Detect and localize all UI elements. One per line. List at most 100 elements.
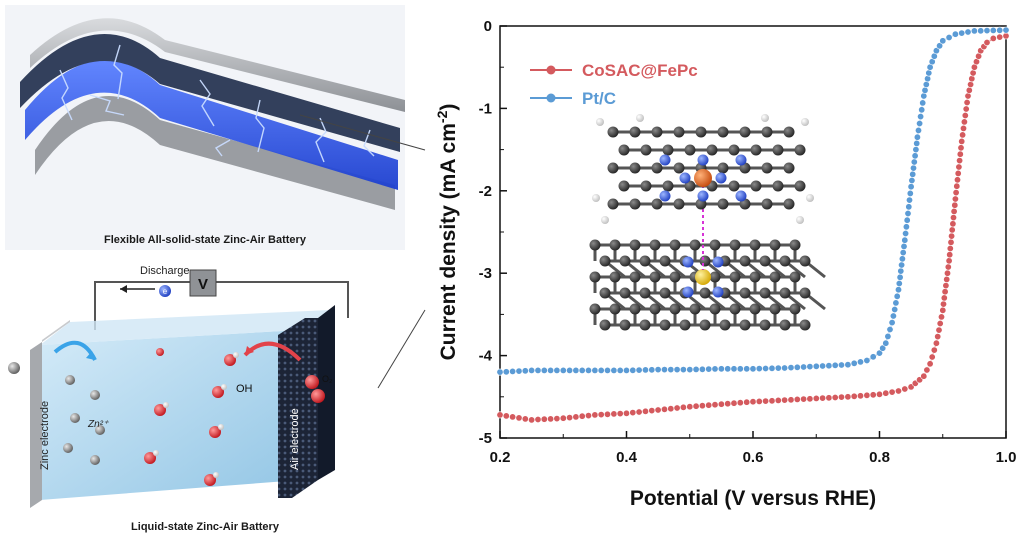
fepc-nitrogen-atom <box>659 190 671 202</box>
data-point-cosac <box>629 409 637 417</box>
data-point-ptc <box>896 273 904 281</box>
electrolyte-tank <box>40 330 300 500</box>
cosac-fepc-molecule <box>589 114 826 331</box>
o2-label: O₂ <box>322 374 333 384</box>
y-tick-label: 0 <box>484 18 492 35</box>
fepc-carbon-atom <box>651 162 663 174</box>
graphene-atom <box>669 271 681 283</box>
graphene-atom <box>779 287 791 299</box>
data-point-ptc <box>898 261 906 269</box>
fepc-carbon-atom <box>662 144 674 156</box>
data-point-ptc <box>908 177 916 185</box>
data-point-cosac <box>949 214 957 222</box>
data-point-cosac <box>946 251 954 259</box>
fepc-nitrogen-atom <box>735 190 747 202</box>
graphene-atom <box>739 255 751 267</box>
graphene-atom <box>589 239 601 251</box>
data-point-cosac <box>692 402 700 410</box>
data-point-ptc <box>884 332 892 340</box>
graphene-atom <box>799 319 811 331</box>
data-point-cosac <box>926 360 934 368</box>
y-tick-label: -3 <box>479 265 492 282</box>
graphene-atom <box>739 287 751 299</box>
legend-marker-ptc <box>546 93 556 103</box>
fepc-carbon-atom <box>728 180 740 192</box>
graphene-atom <box>729 271 741 283</box>
data-point-ptc <box>812 362 820 370</box>
graphene-atom <box>599 255 611 267</box>
data-point-ptc <box>879 344 887 352</box>
fepc-carbon-atom <box>618 180 630 192</box>
legend: CoSAC@FePc Pt/C <box>530 61 698 108</box>
data-point-ptc <box>705 365 713 373</box>
data-point-cosac <box>946 245 954 253</box>
data-point-ptc <box>679 366 687 374</box>
cobalt-atom <box>695 269 711 285</box>
data-point-cosac <box>953 176 961 184</box>
flexible-battery-illustration: Flexible All-solid-state Zinc-Air Batter… <box>5 5 405 250</box>
data-point-cosac <box>930 346 938 354</box>
data-point-cosac <box>648 407 656 415</box>
data-point-ptc <box>903 216 911 224</box>
data-point-cosac <box>730 399 738 407</box>
data-point-cosac <box>956 157 964 165</box>
data-point-ptc <box>904 210 912 218</box>
fepc-carbon-atom <box>717 162 729 174</box>
graphene-atom <box>799 255 811 267</box>
data-point-ptc <box>641 366 649 374</box>
data-point-ptc <box>673 366 681 374</box>
data-point-cosac <box>768 397 776 405</box>
air-electrode <box>278 318 318 498</box>
data-point-ptc <box>698 365 706 373</box>
graphene-atom <box>629 271 641 283</box>
data-point-cosac <box>521 415 529 423</box>
data-point-cosac <box>964 92 972 100</box>
nitrogen-atom <box>712 286 724 298</box>
graphene-atom <box>769 271 781 283</box>
data-point-cosac <box>1002 32 1010 40</box>
data-point-cosac <box>941 288 949 296</box>
data-point-ptc <box>584 366 592 374</box>
fepc-carbon-atom <box>750 180 762 192</box>
discharge-label: Discharge <box>140 265 190 277</box>
data-point-ptc <box>900 242 908 250</box>
zinc-electrode-top <box>42 320 70 342</box>
data-point-cosac <box>947 238 955 246</box>
data-point-ptc <box>686 366 694 374</box>
zinc-ion-label: Zn²⁺ <box>87 419 109 430</box>
zinc-electrode-label: Zinc electrode <box>39 401 51 470</box>
fepc-carbon-atom <box>651 126 663 138</box>
data-point-cosac <box>888 388 896 396</box>
graphene-atom <box>799 287 811 299</box>
data-point-cosac <box>960 118 968 126</box>
data-point-ptc <box>977 27 985 35</box>
data-point-ptc <box>768 364 776 372</box>
graphene-atom <box>709 271 721 283</box>
data-point-cosac <box>935 326 943 334</box>
graphene-atom <box>609 239 621 251</box>
data-point-cosac <box>743 398 751 406</box>
fepc-carbon-atom <box>772 180 784 192</box>
graphene-atom <box>699 255 711 267</box>
data-point-cosac <box>831 393 839 401</box>
data-point-ptc <box>781 364 789 372</box>
fepc-carbon-atom <box>640 144 652 156</box>
data-point-cosac <box>932 339 940 347</box>
fepc-carbon-atom <box>750 144 762 156</box>
fepc-carbon-atom <box>761 198 773 210</box>
data-point-cosac <box>610 410 618 418</box>
data-point-ptc <box>566 366 574 374</box>
data-point-ptc <box>918 106 926 114</box>
data-point-cosac <box>936 319 944 327</box>
data-point-cosac <box>800 395 808 403</box>
data-point-cosac <box>943 269 951 277</box>
graphene-atom <box>669 303 681 315</box>
data-point-cosac <box>806 395 814 403</box>
data-point-ptc <box>603 366 611 374</box>
nitrogen-atom <box>712 256 724 268</box>
graphene-atom <box>729 239 741 251</box>
series-line-ptc <box>499 29 1007 373</box>
fepc-carbon-atom <box>684 144 696 156</box>
bottom-plate <box>35 96 395 210</box>
